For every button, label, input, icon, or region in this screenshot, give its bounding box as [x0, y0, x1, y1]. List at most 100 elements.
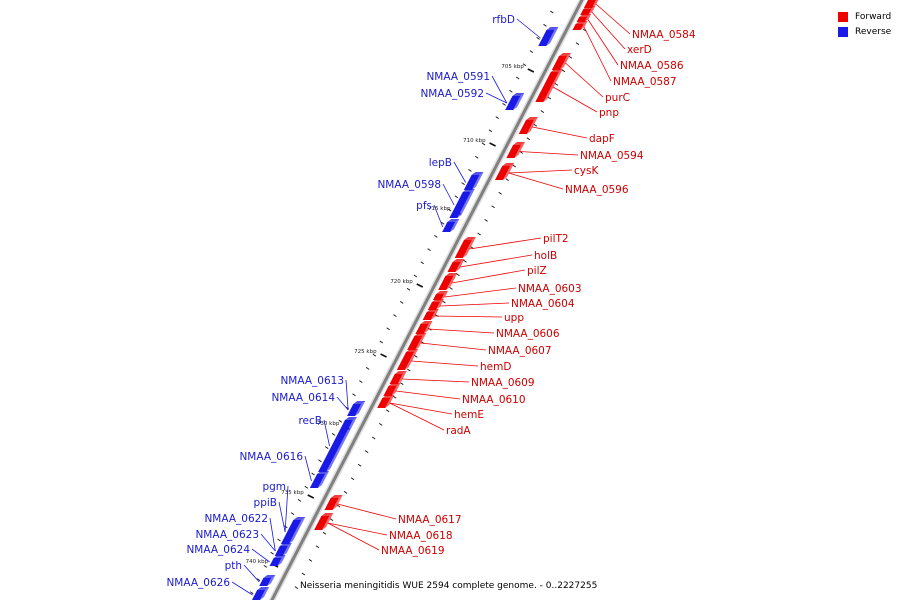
- minor-tick: [484, 219, 488, 222]
- reverse-gene: [280, 517, 306, 544]
- gene-labels: NMAA_0584 xerD NMAA_0586 NMAA_0587 purC pnp da…: [166, 14, 695, 589]
- minor-tick: [568, 55, 573, 59]
- forward-gene: [427, 299, 444, 310]
- leader-line: [532, 126, 588, 139]
- minor-tick: [512, 164, 516, 168]
- minor-tick: [575, 42, 580, 45]
- leader-line: [327, 522, 380, 551]
- leader-line: [444, 287, 517, 298]
- forward-gene-label: upp: [504, 312, 524, 324]
- reverse-gene-label: NMAA_0622: [204, 513, 268, 525]
- forward-gene-label: NMAA_0619: [381, 545, 445, 557]
- tick-label: 715 kbp: [428, 206, 451, 212]
- reverse-gene-label: recB: [298, 415, 322, 427]
- minor-tick: [543, 23, 547, 27]
- major-tick: [489, 142, 496, 147]
- minor-tick: [505, 178, 509, 181]
- leader-line: [587, 19, 619, 66]
- forward-gene: [454, 237, 476, 258]
- leader-line: [243, 564, 260, 583]
- reverse-gene-label: rfbD: [492, 14, 515, 26]
- reverse-gene-label: pgm: [262, 481, 286, 493]
- forward-gene: [518, 117, 538, 134]
- legend-label-forward: Forward: [855, 11, 892, 22]
- minor-tick: [526, 137, 531, 141]
- forward-gene: [383, 383, 401, 396]
- forward-gene-label: hemE: [454, 409, 484, 421]
- leader-line: [389, 402, 445, 431]
- forward-gene: [377, 395, 395, 408]
- minor-tick: [502, 103, 506, 106]
- minor-tick: [350, 477, 355, 481]
- minor-tick: [386, 327, 390, 331]
- forward-gene: [535, 69, 563, 102]
- tick-label: 740 kbp: [246, 559, 269, 565]
- reverse-gene-label: NMAA_0626: [166, 577, 230, 589]
- minor-tick: [331, 433, 336, 436]
- minor-tick: [498, 191, 502, 195]
- legend-item-forward: Forward: [838, 9, 891, 24]
- minor-tick: [536, 37, 540, 40]
- reverse-gene: [347, 401, 366, 416]
- forward-gene-label: hemD: [480, 361, 511, 373]
- minor-tick: [294, 586, 299, 589]
- tick-label: 735 kbp: [281, 490, 304, 496]
- minor-tick: [385, 409, 390, 413]
- forward-gene-label: pnp: [599, 107, 619, 119]
- minor-tick: [440, 221, 445, 225]
- leader-line: [595, 3, 631, 35]
- forward-gene-label: dapF: [589, 133, 615, 145]
- leader-line: [442, 183, 455, 206]
- minor-tick: [329, 518, 334, 521]
- forward-gene-label: NMAA_0594: [580, 150, 644, 162]
- reverse-gene: [449, 189, 475, 218]
- leader-line: [420, 342, 487, 351]
- tick-label: 730 kbp: [317, 421, 340, 427]
- minor-tick: [550, 10, 554, 14]
- minor-tick: [414, 355, 418, 358]
- tick-label: 710 kbp: [463, 138, 486, 144]
- forward-gene: [438, 273, 458, 290]
- leader-line: [516, 18, 541, 39]
- forward-gene-label: NMAA_0587: [613, 76, 677, 88]
- leader-line: [269, 517, 276, 552]
- forward-gene-label: xerD: [627, 44, 652, 56]
- leader-line: [278, 501, 286, 533]
- legend-swatch-forward: [838, 11, 848, 22]
- minor-tick: [378, 423, 383, 426]
- forward-gene: [572, 21, 588, 30]
- leader-line: [552, 86, 598, 113]
- minor-tick: [475, 155, 479, 159]
- forward-gene-label: NMAA_0617: [398, 514, 462, 526]
- leader-line: [402, 378, 470, 383]
- major-tick: [527, 68, 535, 73]
- reverse-gene: [269, 555, 286, 566]
- reverse-gene-label: NMAA_0598: [377, 179, 441, 191]
- leader-line: [389, 402, 453, 415]
- leader-line: [508, 172, 564, 190]
- minor-tick: [311, 472, 315, 476]
- leader-line: [327, 522, 388, 536]
- leader-line: [459, 254, 533, 268]
- leader-line: [427, 328, 495, 334]
- tick-layer: 705 kbp 710 kbp 715 kbp 720 kbp 725 kbp 730 k…: [246, 10, 587, 595]
- forward-gene: [407, 333, 427, 350]
- forward-gene: [314, 513, 334, 530]
- genes-layer: [251, 0, 599, 600]
- major-tick: [380, 353, 387, 358]
- leader-line: [411, 360, 479, 367]
- minor-tick: [379, 340, 384, 344]
- leader-line: [583, 26, 612, 82]
- tick-label: 720 kbp: [390, 279, 413, 285]
- minor-tick: [270, 551, 274, 555]
- leader-line: [519, 151, 579, 156]
- reverse-gene-label: NMAA_0616: [239, 451, 303, 463]
- minor-tick: [256, 578, 261, 581]
- minor-tick: [371, 436, 376, 440]
- leader-line: [433, 204, 444, 228]
- leader-line: [336, 396, 349, 411]
- minor-tick: [407, 368, 411, 372]
- backbone-layer: [268, 0, 586, 600]
- minor-tick: [481, 142, 486, 146]
